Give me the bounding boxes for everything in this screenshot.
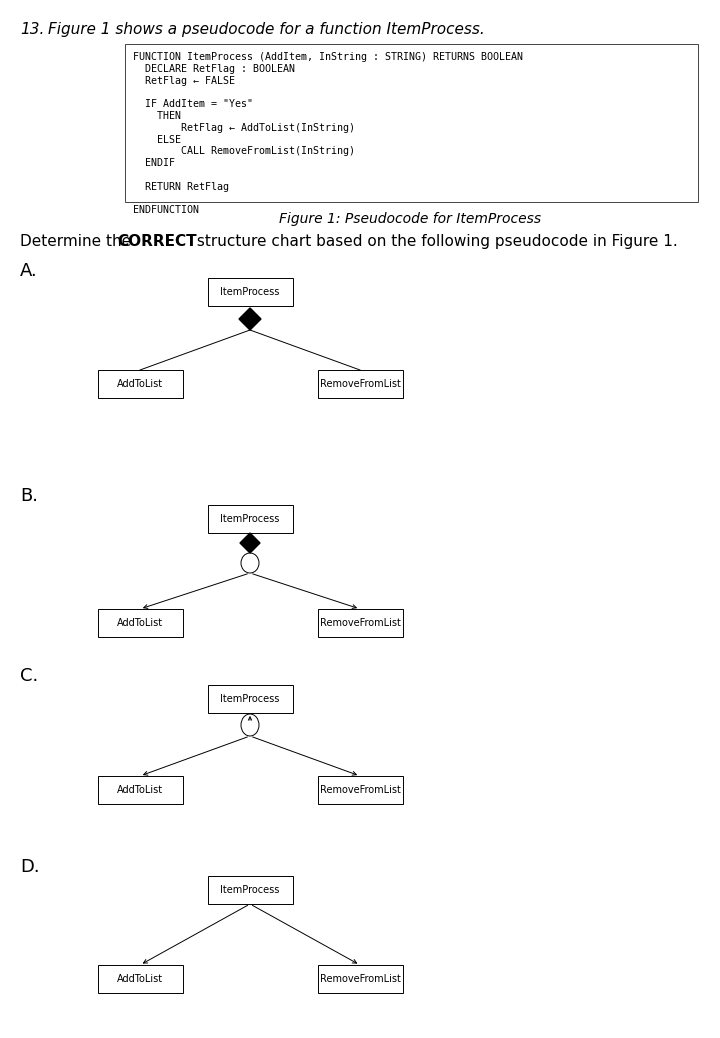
Text: FUNCTION ItemProcess (AddItem, InString : STRING) RETURNS BOOLEAN: FUNCTION ItemProcess (AddItem, InString … bbox=[133, 52, 523, 62]
Text: THEN: THEN bbox=[133, 111, 181, 121]
Text: RemoveFromList: RemoveFromList bbox=[320, 618, 400, 628]
Bar bbox=[318, 776, 402, 804]
Text: RemoveFromList: RemoveFromList bbox=[320, 379, 400, 389]
Bar bbox=[318, 965, 402, 993]
Text: AddToList: AddToList bbox=[117, 379, 163, 389]
Text: ELSE: ELSE bbox=[133, 135, 181, 144]
Text: AddToList: AddToList bbox=[117, 785, 163, 795]
Text: IF AddItem = "Yes": IF AddItem = "Yes" bbox=[133, 100, 253, 109]
Bar bbox=[125, 44, 698, 202]
Text: AddToList: AddToList bbox=[117, 974, 163, 984]
Text: ItemProcess: ItemProcess bbox=[220, 286, 279, 297]
Text: ItemProcess: ItemProcess bbox=[220, 885, 279, 895]
Text: CALL RemoveFromList(InString): CALL RemoveFromList(InString) bbox=[133, 146, 355, 157]
Text: RetFlag ← FALSE: RetFlag ← FALSE bbox=[133, 76, 235, 85]
Text: C.: C. bbox=[20, 667, 38, 685]
Text: B.: B. bbox=[20, 487, 38, 506]
Bar bbox=[207, 876, 292, 904]
Text: RETURN RetFlag: RETURN RetFlag bbox=[133, 182, 229, 192]
Polygon shape bbox=[239, 308, 261, 330]
Bar bbox=[318, 370, 402, 398]
Text: D.: D. bbox=[20, 858, 40, 876]
Text: Figure 1 shows a pseudocode for a function ItemProcess.: Figure 1 shows a pseudocode for a functi… bbox=[48, 22, 485, 37]
Bar bbox=[97, 776, 182, 804]
Text: structure chart based on the following pseudocode in Figure 1.: structure chart based on the following p… bbox=[192, 234, 678, 249]
Text: ItemProcess: ItemProcess bbox=[220, 514, 279, 524]
Text: ENDFUNCTION: ENDFUNCTION bbox=[133, 206, 199, 216]
Text: Figure 1: Pseudocode for ItemProcess: Figure 1: Pseudocode for ItemProcess bbox=[279, 212, 541, 226]
Text: 13.: 13. bbox=[20, 22, 45, 37]
Text: DECLARE RetFlag : BOOLEAN: DECLARE RetFlag : BOOLEAN bbox=[133, 63, 295, 74]
Text: ENDIF: ENDIF bbox=[133, 158, 175, 168]
Text: AddToList: AddToList bbox=[117, 618, 163, 628]
Bar bbox=[207, 506, 292, 532]
Bar bbox=[97, 609, 182, 637]
Text: RemoveFromList: RemoveFromList bbox=[320, 785, 400, 795]
Bar bbox=[318, 609, 402, 637]
Bar bbox=[97, 370, 182, 398]
Text: ItemProcess: ItemProcess bbox=[220, 694, 279, 704]
Text: RemoveFromList: RemoveFromList bbox=[320, 974, 400, 984]
Bar bbox=[207, 685, 292, 713]
Text: RetFlag ← AddToList(InString): RetFlag ← AddToList(InString) bbox=[133, 122, 355, 133]
Text: A.: A. bbox=[20, 262, 37, 280]
Bar bbox=[97, 965, 182, 993]
Polygon shape bbox=[240, 532, 260, 553]
Text: CORRECT: CORRECT bbox=[117, 234, 197, 249]
Bar bbox=[207, 278, 292, 306]
Text: Determine the: Determine the bbox=[20, 234, 136, 249]
